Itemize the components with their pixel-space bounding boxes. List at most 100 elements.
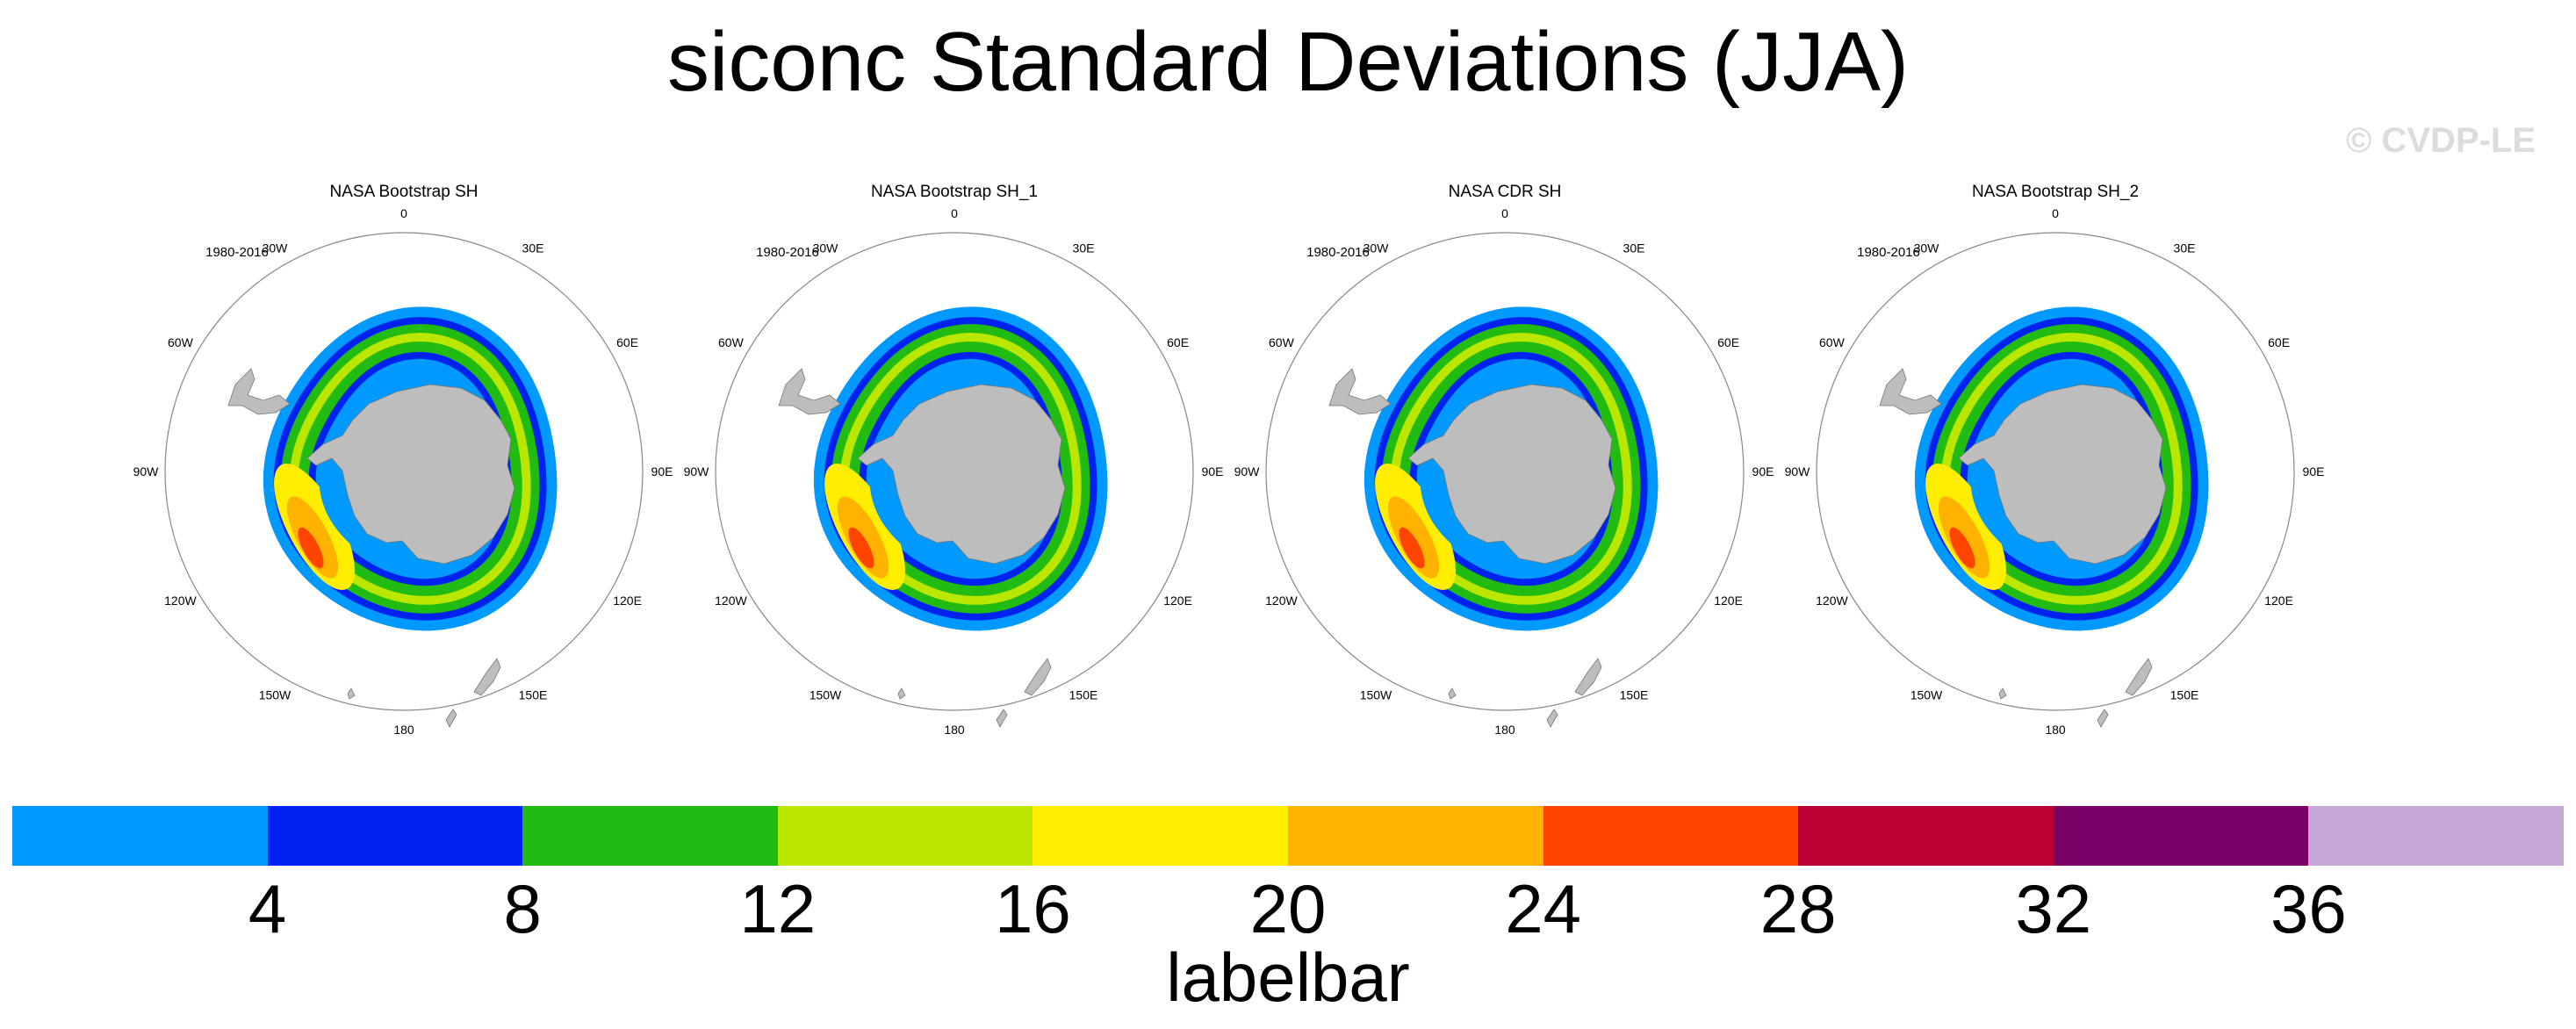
panel-period: 1980-2016: [205, 245, 269, 260]
longitude-label: 120E: [613, 594, 642, 608]
longitude-label: 150E: [2170, 688, 2199, 702]
longitude-label: 60E: [2268, 335, 2290, 349]
longitude-label: 30E: [1623, 241, 1645, 255]
longitude-label: 60E: [616, 335, 638, 349]
longitude-label: 60E: [1717, 335, 1739, 349]
south-america-landmass: [1328, 368, 1392, 415]
colorbar-segment: [1543, 806, 1799, 866]
colorbar-tick-label: 28: [1759, 870, 1837, 947]
variability-hotspot: [298, 527, 324, 569]
panel-period: 1980-2016: [1857, 245, 1920, 260]
longitude-label: 0: [951, 206, 958, 220]
colorbar-tick-label: 24: [1505, 870, 1581, 947]
longitude-label: 180: [393, 723, 414, 737]
panel-title: NASA Bootstrap SH_2: [1972, 183, 2139, 201]
variability-hotspot: [1399, 527, 1425, 569]
longitude-label: 30E: [1073, 241, 1095, 255]
colorbar-segment: [1033, 806, 1288, 866]
new-zealand-landmass: [445, 709, 457, 728]
longitude-label: 120E: [2264, 594, 2293, 608]
longitude-label: 60W: [1819, 335, 1846, 349]
longitude-label: 90E: [651, 464, 673, 479]
panel-title: NASA CDR SH: [1449, 183, 1562, 201]
longitude-label: 90E: [2303, 464, 2325, 479]
longitude-label: 150E: [519, 688, 548, 702]
south-america-landmass: [1879, 368, 1942, 415]
south-america-landmass: [778, 368, 841, 415]
longitude-label: 30W: [1914, 241, 1940, 255]
longitude-label: 90W: [133, 464, 160, 479]
colorbar-tick-label: 8: [503, 870, 542, 947]
longitude-label: 120W: [164, 594, 197, 608]
longitude-label: 120W: [715, 594, 747, 608]
longitude-label: 120W: [1816, 594, 1848, 608]
new-zealand-landmass: [1546, 709, 1558, 728]
panel-title: NASA Bootstrap SH: [330, 183, 479, 201]
longitude-label: 150W: [1360, 688, 1392, 702]
longitude-label: 60W: [168, 335, 194, 349]
longitude-label: 30E: [2174, 241, 2196, 255]
colorbar-segment: [777, 806, 1033, 866]
longitude-label: 150W: [259, 688, 291, 702]
colorbar-tick-label: 32: [2015, 870, 2092, 947]
panel-period: 1980-2016: [1306, 245, 1370, 260]
longitude-label: 0: [1501, 206, 1508, 220]
map-panel-2: NASA Bootstrap SH_1 1980-2016 0 30E 60E 90E 12…: [684, 183, 1224, 737]
antarctica-landmass: [1407, 384, 1616, 565]
watermark: © CVDP-LE: [2345, 121, 2536, 160]
colorbar-tick-label: 36: [2270, 870, 2347, 947]
longitude-label: 90W: [1234, 464, 1261, 479]
longitude-label: 180: [1494, 723, 1515, 737]
longitude-label: 150E: [1620, 688, 1649, 702]
colorbar-segment: [2308, 806, 2564, 866]
colorbar-title: labelbar: [1166, 939, 1410, 1016]
map-panel-3: NASA CDR SH 1980-2016 0 30E 60E 90E 120E 150E 18…: [1234, 183, 1774, 737]
tasmania-landmass: [347, 687, 356, 700]
longitude-label: 0: [400, 206, 407, 220]
panel-period: 1980-2016: [756, 245, 819, 260]
colorbar-segment: [267, 806, 523, 866]
longitude-label: 30W: [813, 241, 839, 255]
new-zealand-landmass: [1574, 658, 1602, 696]
figure-title: siconc Standard Deviations (JJA): [667, 15, 1909, 109]
longitude-label: 0: [2052, 206, 2059, 220]
longitude-label: 120E: [1163, 594, 1192, 608]
longitude-label: 60W: [718, 335, 745, 349]
panel-title: NASA Bootstrap SH_1: [871, 183, 1038, 201]
antarctica-landmass: [306, 384, 515, 565]
tasmania-landmass: [897, 687, 906, 700]
new-zealand-landmass: [473, 658, 501, 696]
longitude-label: 150E: [1069, 688, 1098, 702]
colorbar-tick-label: 20: [1249, 870, 1327, 947]
longitude-label: 180: [944, 723, 965, 737]
longitude-label: 90W: [1785, 464, 1811, 479]
longitude-label: 90E: [1202, 464, 1224, 479]
longitude-label: 90W: [684, 464, 710, 479]
south-america-landmass: [227, 368, 291, 415]
colorbar-segment: [1287, 806, 1543, 866]
map-panel-1: NASA Bootstrap SH 1980-2016 0 30E 60E 90E 120E…: [133, 183, 673, 737]
colorbar-tick-label: 16: [995, 870, 1071, 947]
colorbar-segment: [522, 806, 778, 866]
tasmania-landmass: [1998, 687, 2007, 700]
longitude-label: 150W: [809, 688, 842, 702]
longitude-label: 180: [2045, 723, 2066, 737]
antarctica-landmass: [857, 384, 1066, 565]
longitude-label: 120E: [1714, 594, 1743, 608]
colorbar: [12, 806, 2564, 866]
longitude-label: 60W: [1269, 335, 1295, 349]
longitude-label: 120W: [1265, 594, 1298, 608]
longitude-label: 150W: [1910, 688, 1943, 702]
longitude-label: 30E: [522, 241, 544, 255]
variability-hotspot: [1949, 527, 1975, 569]
tasmania-landmass: [1448, 687, 1457, 700]
new-zealand-landmass: [2097, 709, 2109, 728]
longitude-label: 30W: [1364, 241, 1390, 255]
longitude-label: 60E: [1167, 335, 1189, 349]
new-zealand-landmass: [1024, 658, 1052, 696]
colorbar-segment: [2053, 806, 2309, 866]
longitude-label: 90E: [1752, 464, 1774, 479]
colorbar-tick-label: 12: [739, 870, 817, 947]
new-zealand-landmass: [996, 709, 1008, 728]
colorbar-segment: [12, 806, 268, 866]
